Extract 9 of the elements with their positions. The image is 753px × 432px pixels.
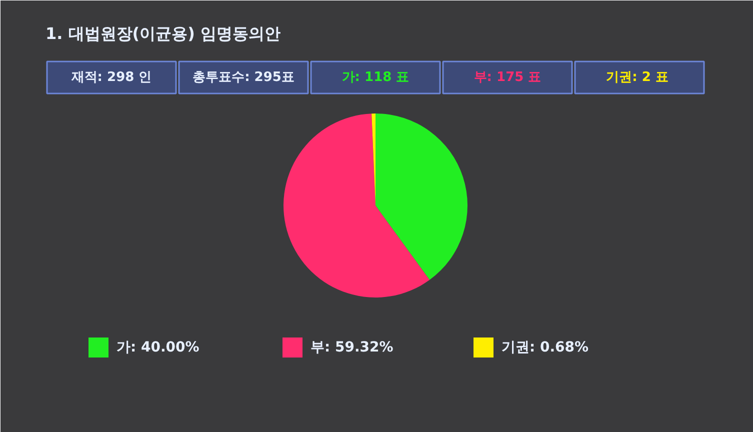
text: 재적: 298 인 bbox=[70, 70, 152, 85]
text: 총투표수: 295표 bbox=[192, 70, 294, 85]
text: 가: 118 표 bbox=[342, 70, 410, 85]
legend-label: 기권: 0.68% bbox=[502, 340, 589, 356]
legend-label: 부: 59.32% bbox=[310, 340, 394, 356]
text: 기권: 2 표 bbox=[606, 70, 668, 85]
chart-title: 1. 대법원장(이균용) 임명동의안 bbox=[46, 24, 280, 43]
text: 부: 175 표 bbox=[474, 70, 542, 85]
legend-label: 가: 40.00% bbox=[116, 340, 200, 356]
